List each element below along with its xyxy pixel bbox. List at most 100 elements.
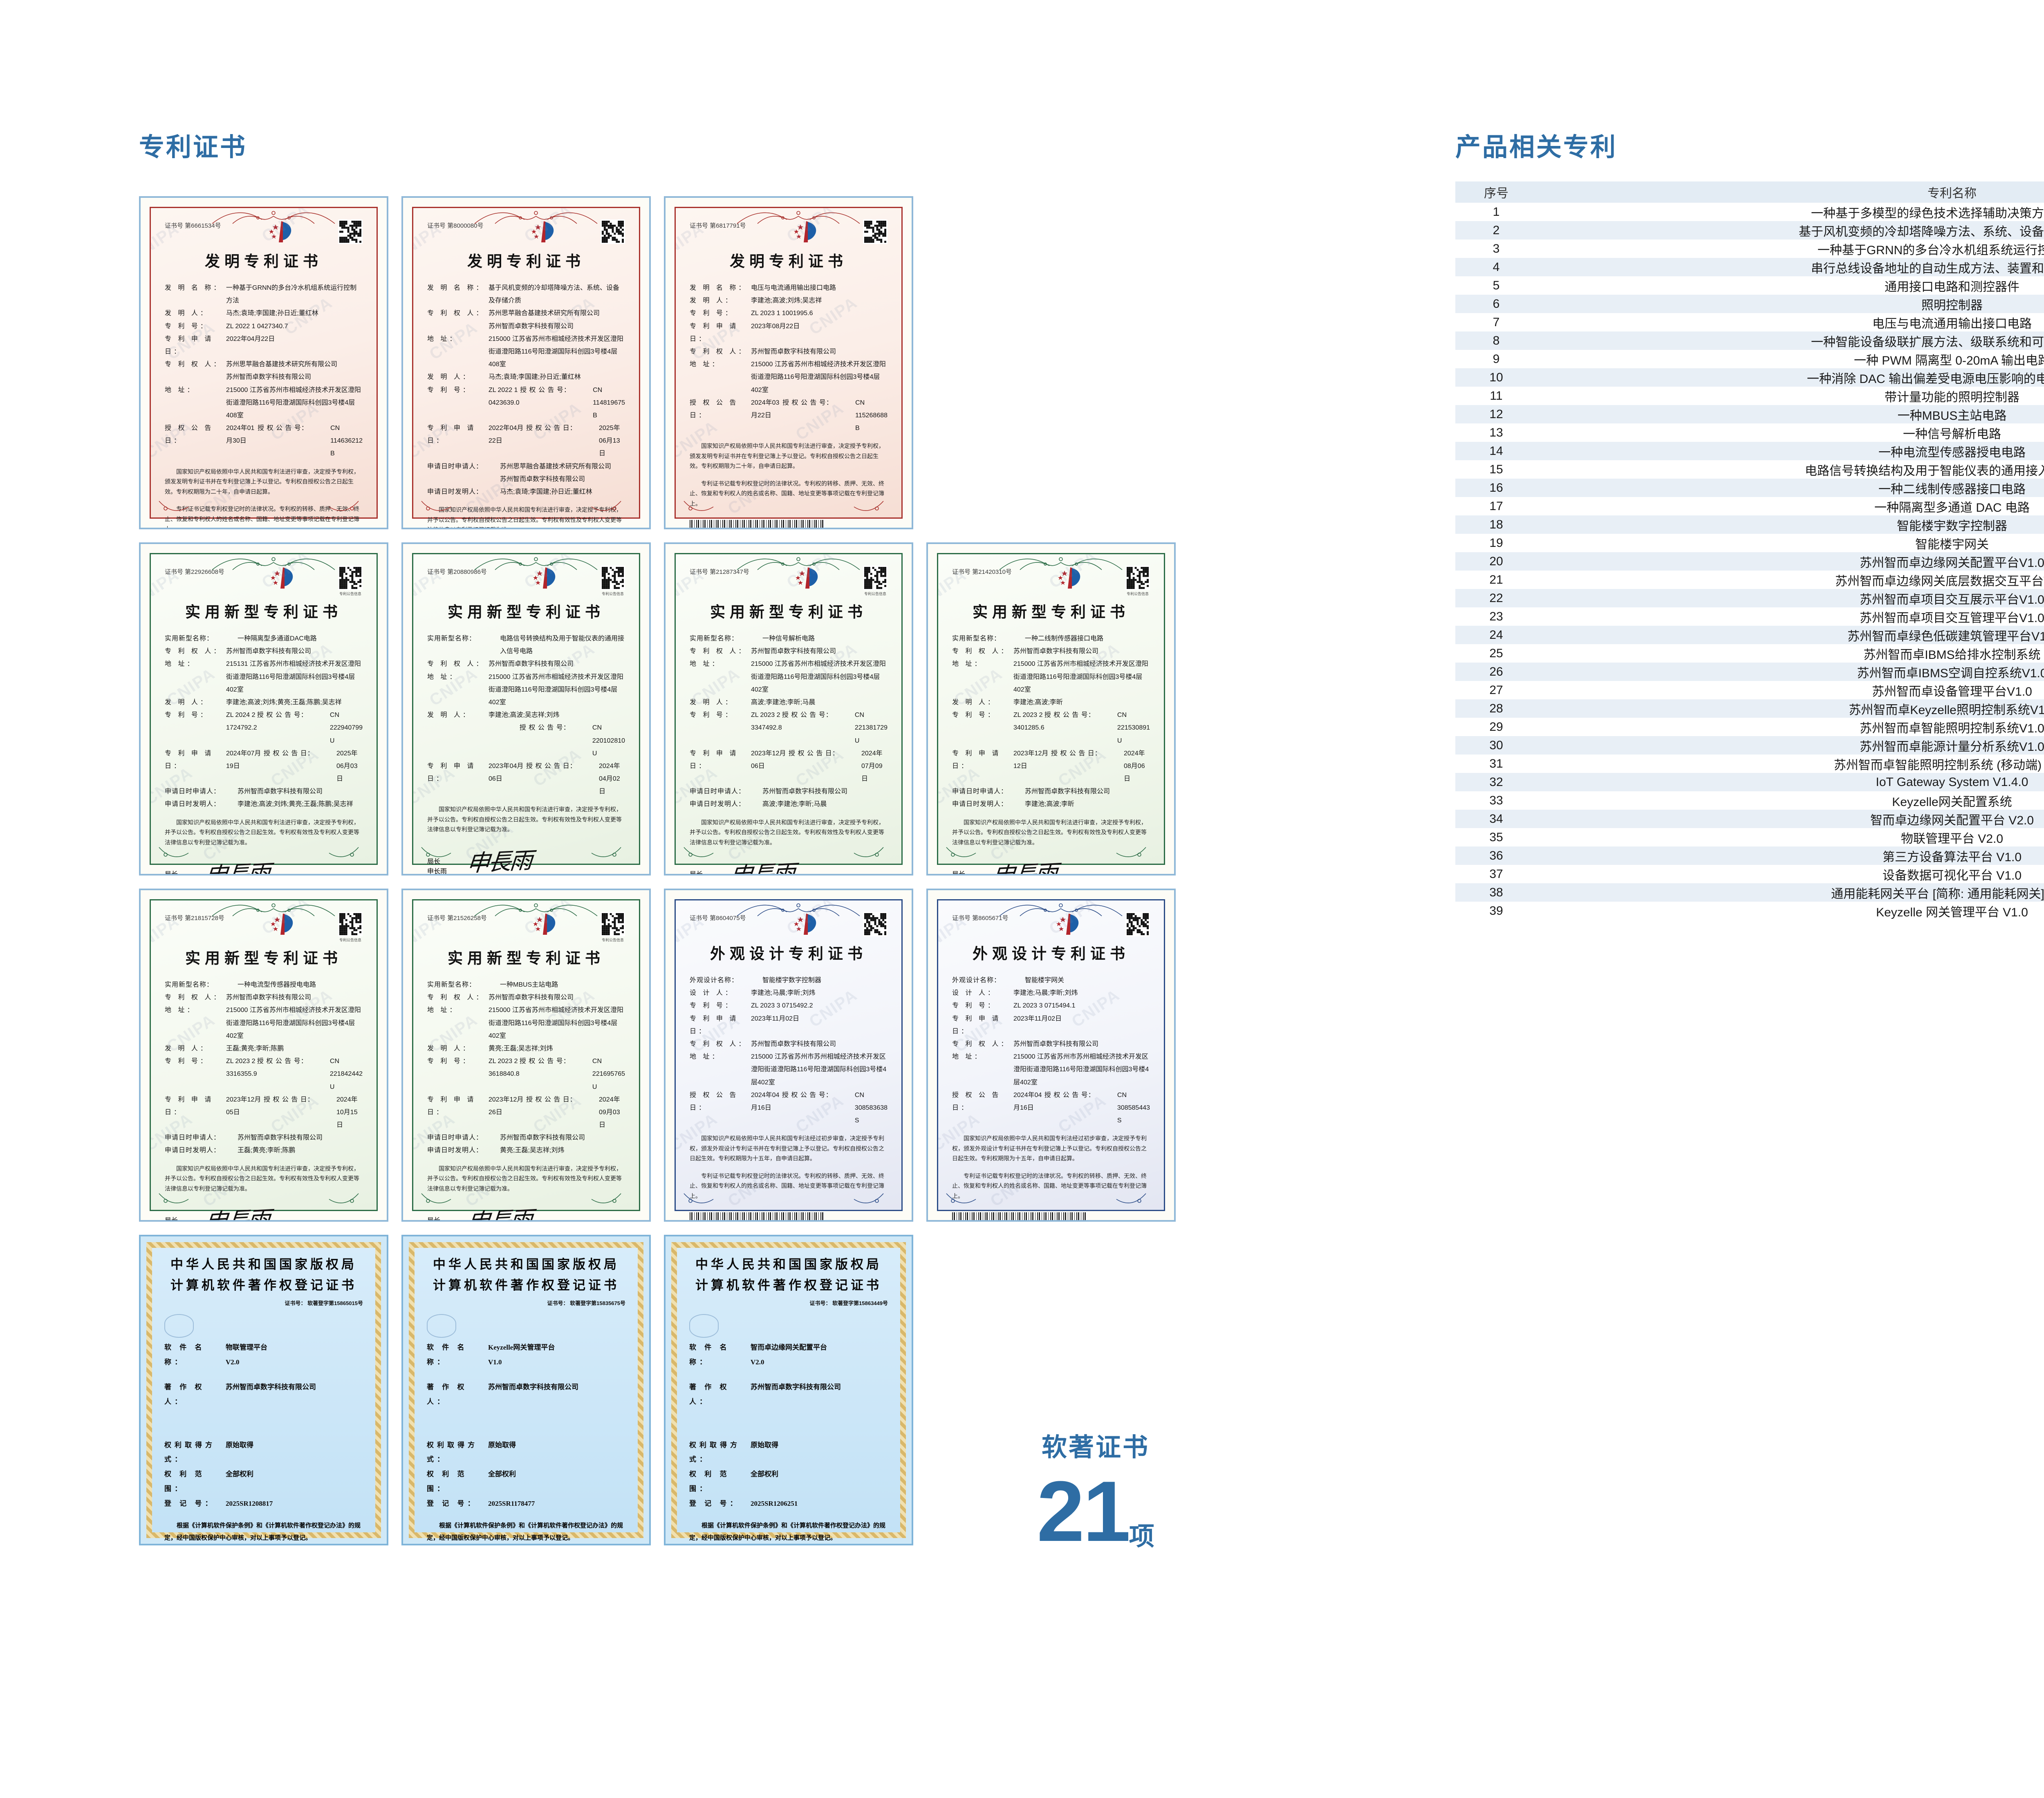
cert-field-row: 权利取得方式： 原始取得 xyxy=(427,1438,625,1467)
qr-code-icon xyxy=(339,221,361,243)
cert-field-label: 专 利 申 请 日： xyxy=(165,1096,214,1116)
cert-field-row: 专 利 权 人： 苏州智而卓数字科技有限公司 xyxy=(952,1038,1150,1050)
column-header-patent-name: 专利名称 xyxy=(1537,181,2044,203)
cert-field-value: 苏州思苹融合基建技术研究所有限公司 苏州智而卓数字科技有限公司 xyxy=(489,310,600,330)
cell-index: 7 xyxy=(1493,315,1500,329)
cert-field-label: 专 利 号： xyxy=(952,1002,997,1010)
cert-signature-icon: 申長雨 xyxy=(466,1207,532,1222)
certificate-card-utility-model[interactable]: CNIPA CNIPA CNIPA CNIPA CNIPA CNIPA CNIP… xyxy=(926,542,1176,875)
certificate-body: CNIPA CNIPA CNIPA CNIPA CNIPA CNIPA CNIP… xyxy=(150,899,378,1220)
cert-field-row: 专 利 号： ZL 2022 1 0423639.0 xyxy=(427,384,520,422)
cert-field-value: ZL 2023 3 0715492.2 xyxy=(751,1002,813,1010)
certificate-card-invention[interactable]: CNIPA CNIPA CNIPA CNIPA CNIPA CNIPA CNIP… xyxy=(664,196,913,529)
cert-field-row: 申请日时发明人： 马杰;袁琦;李国建;孙日近;董红林 xyxy=(427,486,625,498)
cell-index: 13 xyxy=(1489,425,1503,439)
certificate-body: CNIPA CNIPA CNIPA CNIPA CNIPA CNIPA CNIP… xyxy=(675,207,903,528)
certificate-card-invention[interactable]: CNIPA CNIPA CNIPA CNIPA CNIPA CNIPA CNIP… xyxy=(139,196,388,529)
cert-qr-block xyxy=(601,219,625,244)
cert-qr-block xyxy=(863,912,888,936)
cert-field-label: 专 利 申 请 日： xyxy=(427,1096,476,1116)
cert-field-row: 专 利 申 请 日： 2024年07月19日 xyxy=(165,747,264,786)
cert-field-value: 2024年08月06日 xyxy=(1124,750,1145,783)
cert-field-label: 授 权 公 告 号： xyxy=(519,1058,570,1065)
cert-signature-icon: 申長雨 xyxy=(466,848,532,875)
cert-field-value: 原始取得 xyxy=(226,1441,253,1449)
qr-code-icon xyxy=(864,221,886,243)
cert-field-label: 专 利 权 人： xyxy=(427,310,485,317)
certificate-card-software-copyright[interactable]: 中华人民共和国国家版权局 计算机软件著作权登记证书 证书号： 软著登字第1586… xyxy=(664,1235,913,1545)
certificate-card-invention[interactable]: CNIPA CNIPA CNIPA CNIPA CNIPA CNIPA CNIP… xyxy=(401,196,651,529)
cert-field-value: 2024年04月16日 xyxy=(751,1091,780,1111)
certificate-paragraph: 国家知识产权局依照中华人民共和国专利法进行审查，决定授予专利权，并予以公告。专利… xyxy=(952,820,1147,846)
cert-field-value: 高波;李建池;李昕;马晨 xyxy=(762,801,827,808)
cell-index: 12 xyxy=(1455,405,1537,423)
cert-field-label: 专 利 号： xyxy=(165,712,209,719)
cert-number: 证书号 第20880986号 xyxy=(427,569,487,575)
cert-field-row: 授 权 公 告 号： CN 308585443 S xyxy=(1044,1089,1150,1127)
cert-field-value: 李建池;马晨;李昕;刘炜 xyxy=(751,990,816,997)
cert-qr-caption: 专利公告信息 xyxy=(1126,592,1149,596)
cert-field-label: 地 址： xyxy=(690,1053,721,1061)
cert-field-label: 著 作 权 人： xyxy=(427,1383,468,1406)
certificate-card-software-copyright[interactable]: 中华人民共和国国家版权局 计算机软件著作权登记证书 证书号： 软著登字第1583… xyxy=(401,1235,651,1545)
cert-field-label: 专 利 申 请 日： xyxy=(690,322,739,343)
cert-field-row: 专 利 权 人： 苏州智而卓数字科技有限公司 xyxy=(690,1038,888,1050)
cell-patent-name: 一种智能设备级联扩展方法、级联系统和可存储介质 xyxy=(1537,331,2044,350)
certificate-card-design[interactable]: CNIPA CNIPA CNIPA CNIPA CNIPA CNIPA CNIP… xyxy=(664,889,913,1222)
cert-field-label: 地 址： xyxy=(165,386,196,394)
certificate-card-software-copyright[interactable]: 中华人民共和国国家版权局 计算机软件著作权登记证书 证书号： 软著登字第1586… xyxy=(139,1235,388,1545)
cert-field-row: 授 权 公 告 号： CN 221842442 U xyxy=(257,1055,363,1093)
cell-patent-name: 苏州智而卓绿色低碳建筑管理平台V1.0 xyxy=(1537,626,2044,644)
cert-field-label: 发 明 人： xyxy=(165,1045,209,1052)
cert-field-label: 权利取得方式： xyxy=(164,1441,215,1464)
cert-field-row: 设 计 人： 李建池;马晨;李昕;刘炜 xyxy=(690,987,888,999)
cert-field-row: 申请日时申请人： 苏州智而卓数字科技有限公司 xyxy=(690,785,888,798)
certificate-paragraph: 专利证书记载专利权登记时的法律状况。专利权的转移、质押、无效、终止、恢复和专利权… xyxy=(690,481,884,507)
cert-field-value: 苏州智而卓数字科技有限公司 xyxy=(1025,788,1110,795)
cert-field-row: 申请日时申请人： 苏州智而卓数字科技有限公司 xyxy=(165,785,363,798)
certificate-card-utility-model[interactable]: CNIPA CNIPA CNIPA CNIPA CNIPA CNIPA CNIP… xyxy=(401,889,651,1222)
cell-patent-name: IoT Gateway System V1.4.0 xyxy=(1537,773,2044,791)
cert-field-value: 2022年04月22日 xyxy=(226,335,275,343)
cell-patent-name: 电压与电流通用输出接口电路 xyxy=(1872,317,2032,331)
certificate-body: 中华人民共和国国家版权局 计算机软件著作权登记证书 证书号： 软著登字第1586… xyxy=(671,1242,906,1541)
cert-field-row: 授 权 公 告 日： 2024年04月16日 xyxy=(690,1089,782,1127)
certificate-card-utility-model[interactable]: CNIPA CNIPA CNIPA CNIPA CNIPA CNIPA CNIP… xyxy=(664,542,913,875)
cert-field-label: 授 权 公 告 号： xyxy=(782,399,833,406)
cert-field-row: 实用新型名称： 一种信号解析电路 xyxy=(690,632,888,645)
certificate-title: 实用新型专利证书 xyxy=(973,604,1130,621)
certificate-card-design[interactable]: CNIPA CNIPA CNIPA CNIPA CNIPA CNIPA CNIP… xyxy=(926,889,1176,1222)
certificate-card-utility-model[interactable]: CNIPA CNIPA CNIPA CNIPA CNIPA CNIPA CNIP… xyxy=(139,889,388,1222)
qr-code-icon xyxy=(339,913,361,935)
cert-field-label: 授 权 公 告 号： xyxy=(258,425,308,432)
cert-field-value: ZL 2023 2 3316355.9 xyxy=(226,1058,257,1078)
certificate-card-utility-model[interactable]: CNIPA CNIPA CNIPA CNIPA CNIPA CNIPA CNIP… xyxy=(139,542,388,875)
cert-field-value: CN 114819675 B xyxy=(593,386,625,419)
cert-field-row: 发 明 名 称： 一种基于GRNN的多台冷水机组系统运行控制方法 xyxy=(165,282,363,307)
cert-field-label: 授 权 公 告 日： xyxy=(952,1091,1001,1111)
certificate-title: 实用新型专利证书 xyxy=(710,604,867,621)
cert-qr-block: 专利公告信息 xyxy=(338,912,363,943)
certificate-card-utility-model[interactable]: CNIPA CNIPA CNIPA CNIPA CNIPA CNIPA CNIP… xyxy=(401,542,651,875)
cell-patent-name: 设备数据可视化平台 V1.0 xyxy=(1882,869,2022,882)
cell-patent-name: 智能楼宇数字控制器 xyxy=(1537,515,2044,534)
cert-field-value: 李建池;高波;刘炜;吴志祥 xyxy=(751,297,822,305)
cert-field-value: 马杰;袁琦;李国建;孙日近;董红林 xyxy=(500,488,592,495)
table-row: 1一种基于多模型的绿色技术选择辅助决策方法和系统发明 xyxy=(1455,203,2044,221)
cert-field-value: 2024年07月19日 xyxy=(226,750,261,770)
cnipa-logo-icon xyxy=(533,567,556,589)
column-header-index: 序号 xyxy=(1455,181,1537,203)
cert-field-row: 授 权 公 告 日： 2025年06月13日 xyxy=(526,422,625,460)
cert-field-row: 专 利 申 请 日： 2022年04月22日 xyxy=(165,333,363,358)
cell-index: 39 xyxy=(1489,904,1503,918)
cert-field-value: 马杰;袁琦;李国建;孙日近;董红林 xyxy=(489,374,581,381)
cert-field-value: 李建池;马晨;李昕;刘炜 xyxy=(1013,990,1078,997)
cert-qr-block xyxy=(863,219,888,244)
